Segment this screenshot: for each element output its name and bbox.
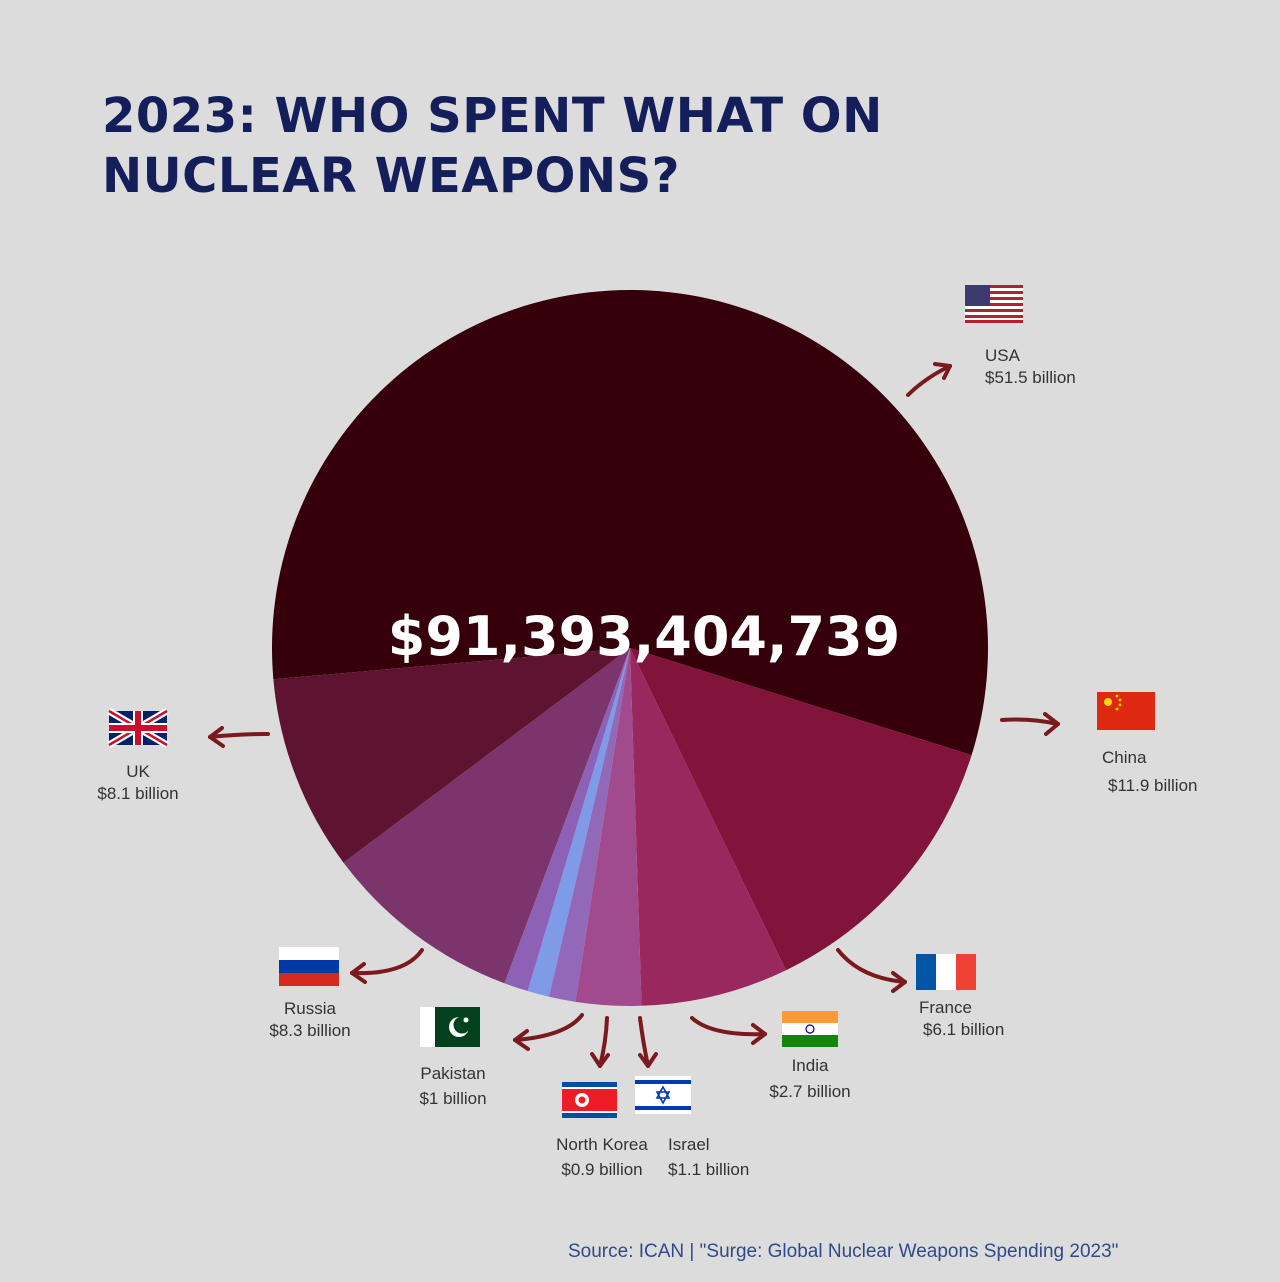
label-name: France: [919, 998, 972, 1017]
label-value: $2.7 billion: [769, 1082, 851, 1101]
label-pakistan: Pakistan $1 billion: [408, 1061, 498, 1111]
pie-slice-china: [630, 648, 972, 971]
chart-title: 2023: WHO SPENT WHAT ON NUCLEAR WEAPONS?: [102, 86, 1002, 206]
title-line-2: NUCLEAR WEAPONS?: [102, 148, 681, 204]
pie-slice-india: [575, 648, 642, 1006]
arrowhead-israel: [638, 1052, 658, 1068]
pie-slice-usa: [271, 289, 988, 756]
china-flag-icon: [1097, 692, 1155, 730]
label-value: $51.5 billion: [985, 368, 1076, 387]
arrow-france: [836, 948, 907, 984]
pie-slice-pakistan: [504, 648, 630, 992]
flags: [107, 285, 1155, 1118]
label-north-korea: North Korea $0.9 billion: [548, 1132, 656, 1182]
north-korea-flag-icon: [562, 1082, 617, 1118]
uk-flag-icon: [107, 707, 169, 749]
label-russia: Russia $8.3 billion: [258, 998, 362, 1042]
label-value: $8.3 billion: [269, 1021, 351, 1040]
arrow-usa: [906, 364, 952, 397]
total-spending: $91,393,404,739: [388, 605, 900, 668]
usa-flag-icon: [965, 285, 1023, 323]
arrowhead-uk: [208, 726, 225, 748]
label-value: $8.1 billion: [97, 784, 179, 803]
label-name: Israel: [668, 1135, 710, 1154]
label-israel: Israel $1.1 billion: [668, 1132, 749, 1182]
label-name: China: [1102, 748, 1147, 767]
label-value: $1 billion: [419, 1089, 487, 1108]
arrowhead-russia: [350, 962, 367, 984]
arrowhead-france: [891, 971, 907, 993]
label-india: India $2.7 billion: [762, 1053, 858, 1105]
label-value: $6.1 billion: [923, 1020, 1005, 1039]
label-name: USA: [985, 346, 1020, 365]
label-name: India: [791, 1056, 829, 1075]
pie-slice-russia: [343, 648, 630, 984]
pakistan-flag-icon: [420, 1007, 480, 1047]
arrow-china: [1000, 717, 1060, 726]
label-value: $1.1 billion: [668, 1160, 750, 1179]
arrowhead-china: [1043, 712, 1060, 736]
label-china: China $11.9 billion: [1102, 744, 1197, 800]
france-flag-icon: [916, 954, 976, 990]
source-note: Source: ICAN | "Surge: Global Nuclear We…: [568, 1241, 1119, 1262]
arrow-uk: [208, 732, 270, 739]
label-name: North Korea: [556, 1135, 648, 1154]
title-line-1: 2023: WHO SPENT WHAT ON: [102, 88, 883, 144]
label-name: Russia: [284, 999, 336, 1018]
arrowhead-north-korea: [590, 1052, 610, 1068]
label-name: UK: [126, 762, 150, 781]
label-value: $11.9 billion: [1108, 776, 1198, 795]
arrow-russia: [350, 948, 424, 976]
israel-flag-icon: [635, 1076, 691, 1114]
india-flag-icon: [782, 1011, 838, 1047]
arrowhead-pakistan: [513, 1029, 530, 1051]
pie-slices: [271, 289, 988, 1006]
pie-slice-israel: [548, 648, 630, 1002]
pie-slice-uk: [273, 648, 630, 863]
pie-slice-france: [630, 648, 786, 1006]
arrowhead-india: [751, 1023, 767, 1045]
label-uk: UK $8.1 billion: [90, 761, 186, 805]
arrow-india: [690, 1016, 767, 1037]
arrowhead-usa: [933, 362, 952, 380]
russia-flag-icon: [279, 947, 339, 986]
label-value: $0.9 billion: [561, 1160, 643, 1179]
label-france: France $6.1 billion: [919, 997, 1004, 1041]
arrow-pakistan: [513, 1013, 584, 1042]
label-usa: USA $51.5 billion: [985, 345, 1076, 389]
pie-slice-north-korea: [527, 648, 630, 997]
pointer-arrows: [208, 362, 1060, 1068]
label-name: Pakistan: [420, 1064, 486, 1083]
